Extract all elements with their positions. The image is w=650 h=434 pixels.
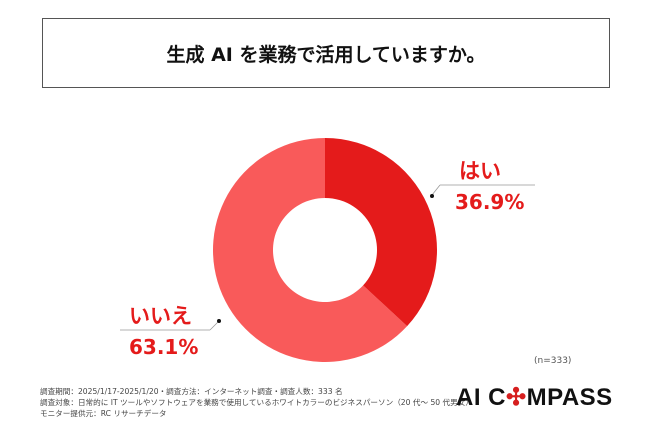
leader-dot-no: [217, 319, 221, 323]
leader-line-yes-tick: [431, 184, 441, 196]
label-no: いいえ: [129, 304, 192, 328]
value-no: 63.1%: [129, 335, 199, 359]
note-provider: モニター提供元：RC リサーチデータ: [40, 409, 167, 418]
sample-size: (n=333): [534, 356, 572, 366]
note-period: 調査期間：2025/1/17-2025/1/20・調査方法：インターネット調査・…: [40, 387, 343, 396]
value-yes: 36.9%: [455, 190, 525, 214]
compass-icon: ✣: [506, 384, 527, 411]
survey-notes: 調査期間：2025/1/17-2025/1/20・調査方法：インターネット調査・…: [40, 386, 473, 419]
leader-line-no-tick: [209, 321, 219, 331]
donut-slice-yes: [325, 138, 438, 327]
chart-title: 生成 AI を業務で活用していますか。: [166, 43, 486, 66]
title-box: 生成 AI を業務で活用していますか。: [42, 18, 610, 88]
label-yes: はい: [459, 159, 501, 183]
leader-dot-yes: [430, 194, 434, 198]
donut-slice-no: [213, 138, 408, 362]
ai-compass-logo: AI C✣MPASS: [456, 384, 613, 411]
note-target: 調査対象：日常的に IT ツールやソフトウェアを業務で使用しているホワイトカラー…: [40, 398, 473, 407]
